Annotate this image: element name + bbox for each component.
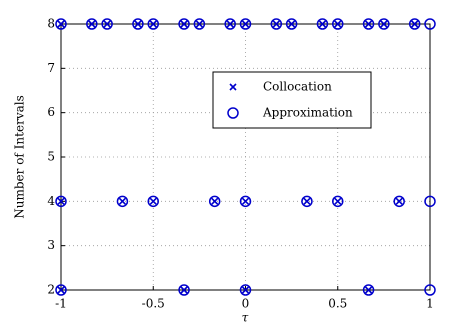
x-marker bbox=[88, 20, 96, 28]
x-marker bbox=[57, 197, 65, 205]
circle-marker bbox=[424, 284, 436, 296]
circle-marker bbox=[55, 195, 67, 208]
circle-marker bbox=[332, 18, 344, 30]
circle-marker bbox=[239, 284, 252, 296]
legend-label: Approximation bbox=[262, 106, 353, 120]
y-axis-label: Number of Intervals bbox=[13, 95, 27, 218]
y-tick-label: 5 bbox=[47, 150, 55, 164]
circle-marker bbox=[424, 18, 436, 30]
circle-marker bbox=[227, 107, 239, 119]
circle-marker bbox=[178, 284, 190, 296]
x-tick-label: 0.5 bbox=[328, 297, 347, 311]
circle-marker bbox=[378, 18, 390, 30]
x-axis-label: τ bbox=[242, 311, 249, 325]
x-marker bbox=[226, 20, 234, 28]
x-marker bbox=[411, 20, 419, 28]
circle-marker bbox=[424, 195, 436, 208]
x-marker bbox=[134, 20, 142, 28]
y-tick-label: 3 bbox=[47, 238, 55, 252]
circle-marker bbox=[86, 18, 98, 30]
x-marker bbox=[180, 20, 188, 28]
y-tick-label: 2 bbox=[47, 283, 55, 297]
circle-marker bbox=[301, 195, 313, 208]
x-marker bbox=[380, 20, 388, 28]
circle-marker bbox=[116, 195, 129, 208]
x-marker bbox=[241, 286, 250, 294]
circle-marker bbox=[55, 18, 67, 30]
x-tick-label: -1 bbox=[55, 297, 67, 311]
x-tick-label: -0.5 bbox=[142, 297, 165, 311]
circle-marker bbox=[393, 195, 405, 208]
circle-marker bbox=[147, 18, 159, 30]
y-tick-label: 7 bbox=[47, 61, 55, 75]
x-marker bbox=[272, 20, 280, 28]
x-marker bbox=[57, 286, 65, 294]
x-marker bbox=[241, 20, 250, 28]
circle-marker bbox=[332, 195, 344, 208]
y-tick-label: 4 bbox=[47, 194, 55, 208]
circle-marker bbox=[270, 18, 283, 30]
circle-marker bbox=[316, 18, 329, 30]
x-marker bbox=[229, 83, 237, 91]
circle-marker bbox=[408, 18, 421, 30]
x-tick-label: 1 bbox=[426, 297, 434, 311]
x-marker bbox=[303, 197, 311, 205]
x-marker bbox=[318, 20, 327, 28]
y-tick-label: 8 bbox=[47, 17, 55, 31]
circle-marker bbox=[147, 195, 159, 208]
circle-marker bbox=[362, 18, 375, 30]
x-marker bbox=[334, 20, 342, 28]
circle-marker bbox=[224, 18, 236, 30]
circle-marker bbox=[362, 284, 375, 296]
x-marker bbox=[180, 286, 188, 294]
x-marker bbox=[195, 20, 203, 28]
x-marker bbox=[364, 286, 373, 294]
x-marker bbox=[103, 20, 111, 28]
x-marker bbox=[211, 197, 219, 205]
circle-marker bbox=[132, 18, 144, 30]
x-marker bbox=[149, 20, 157, 28]
x-marker bbox=[241, 197, 250, 205]
y-tick-label: 6 bbox=[47, 105, 55, 119]
circle-marker bbox=[208, 195, 221, 208]
x-marker bbox=[57, 20, 65, 28]
x-marker bbox=[288, 20, 296, 28]
legend-label: Collocation bbox=[263, 80, 332, 94]
circle-marker bbox=[178, 18, 190, 30]
circle-marker bbox=[239, 195, 252, 208]
legend-box bbox=[212, 71, 372, 129]
circle-marker bbox=[101, 18, 113, 30]
x-marker bbox=[334, 197, 342, 205]
x-marker bbox=[364, 20, 373, 28]
x-tick-label: 0 bbox=[242, 297, 250, 311]
circle-marker bbox=[285, 18, 298, 30]
x-marker bbox=[395, 197, 403, 205]
circle-marker bbox=[193, 18, 206, 30]
circle-marker bbox=[55, 284, 67, 296]
x-marker bbox=[118, 197, 127, 205]
circle-marker bbox=[239, 18, 252, 30]
x-marker bbox=[149, 197, 157, 205]
